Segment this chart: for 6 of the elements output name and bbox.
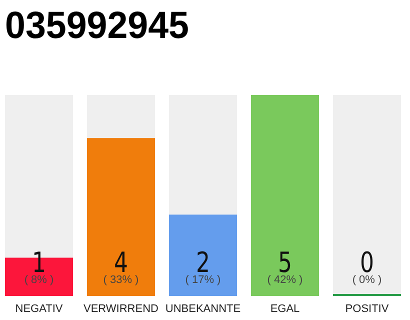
x-tick-label: UNBEKANNTE: [165, 303, 241, 315]
chart-title: 035992945: [5, 5, 196, 47]
x-tick-label: EGAL: [270, 303, 300, 315]
x-tick-label: VERWIRREND: [84, 303, 159, 315]
x-tick-label: POSITIV: [345, 303, 390, 315]
x-tick-label: NEGATIV: [15, 303, 64, 315]
